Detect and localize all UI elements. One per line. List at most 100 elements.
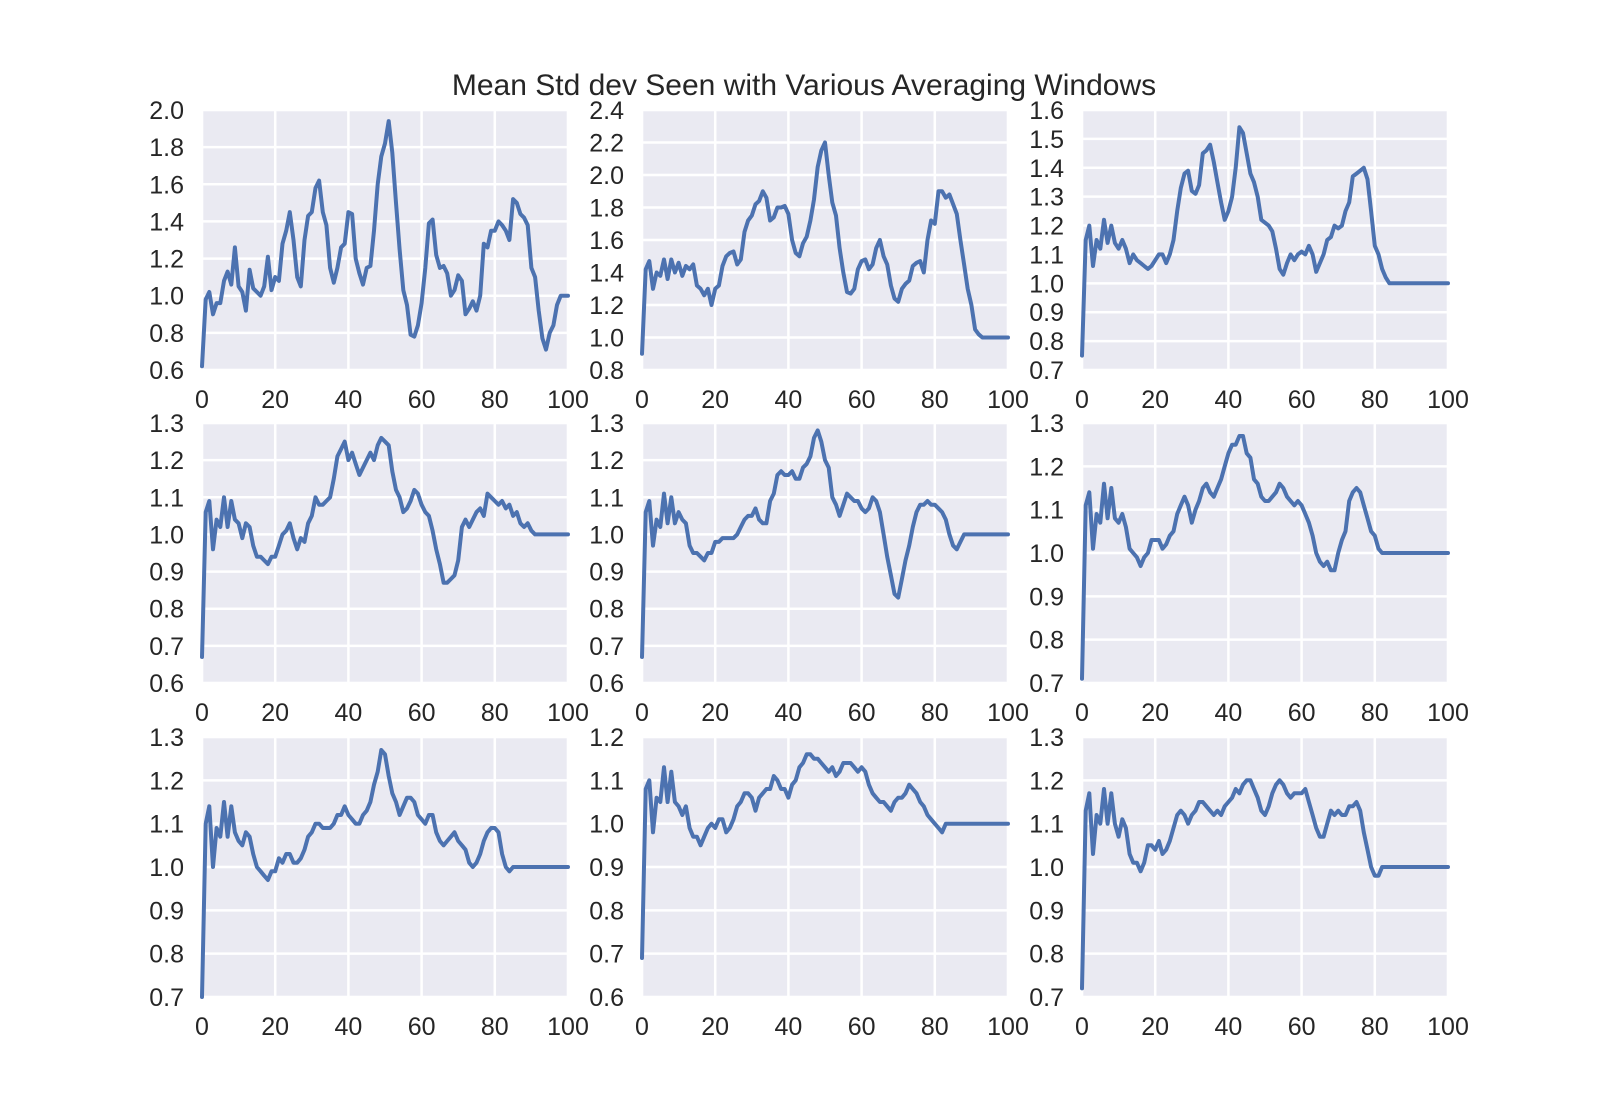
x-tick-label: 100: [987, 386, 1029, 414]
x-tick-label: 60: [1288, 699, 1316, 727]
subplot-4: 0.6 0.7 0.8 0.9 1.0 1.1 1.2 1.3 0 20 40 60 80 100: [149, 410, 589, 727]
y-tick-label: 2.4: [589, 97, 624, 125]
subplot-6: 0.7 0.8 0.9 1.0 1.1 1.2 1.3 0 20 40 60 80 100: [1029, 410, 1469, 727]
plot-area: [202, 110, 568, 370]
y-tick-label: 1.6: [149, 171, 184, 199]
y-tick-label: 1.6: [589, 227, 624, 255]
y-tick-label: 1.4: [1029, 155, 1064, 183]
x-tick-label: 0: [195, 386, 209, 414]
subplot-7: 0.7 0.8 0.9 1.0 1.1 1.2 1.3 0 20 40 60 80 100: [149, 724, 589, 1041]
series-line: [640, 428, 1010, 659]
x-tick-label: 80: [481, 386, 509, 414]
x-tick-label: 20: [701, 699, 729, 727]
subplot-1: 0.6 0.8 1.0 1.2 1.4 1.6 1.8 2.0 0 20 40 60 80 100: [149, 97, 589, 414]
y-tick-label: 0.9: [149, 559, 184, 587]
x-tick-label: 20: [701, 386, 729, 414]
series-line: [200, 748, 570, 999]
series-line: [200, 119, 570, 369]
x-tick-label: 20: [1141, 699, 1169, 727]
x-tick-label: 60: [408, 1013, 436, 1041]
series-line: [640, 752, 1010, 960]
x-tick-label: 40: [1214, 386, 1242, 414]
x-tick-label: 100: [547, 1013, 589, 1041]
y-tick-label: 2.2: [589, 130, 624, 158]
subplot-grid: 0.6 0.8 1.0 1.2 1.4 1.6 1.8 2.0 0 20 40 60 80 100 0.8 1…: [149, 97, 1469, 1041]
y-tick-label: 1.2: [1029, 213, 1064, 241]
y-tick-label: 0.8: [1029, 941, 1064, 969]
plot-area: [642, 423, 1008, 683]
x-tick-label: 80: [1361, 699, 1389, 727]
y-tick-label: 1.3: [149, 724, 184, 752]
y-tick-label: 1.2: [149, 767, 184, 795]
figure-title: Mean Std dev Seen with Various Averaging…: [452, 69, 1156, 102]
x-tick-label: 80: [921, 1013, 949, 1041]
y-tick-label: 1.8: [589, 195, 624, 223]
x-tick-label: 40: [774, 386, 802, 414]
y-tick-label: 1.4: [149, 208, 184, 236]
y-tick-label: 1.1: [149, 484, 184, 512]
x-tick-label: 80: [921, 699, 949, 727]
y-tick-label: 0.9: [589, 854, 624, 882]
x-tick-label: 20: [261, 1013, 289, 1041]
x-tick-label: 20: [261, 699, 289, 727]
y-tick-label: 2.0: [589, 162, 624, 190]
x-tick-label: 60: [848, 1013, 876, 1041]
x-tick-label: 60: [408, 386, 436, 414]
y-tick-label: 0.8: [1029, 627, 1064, 655]
y-tick-label: 1.5: [1029, 126, 1064, 154]
x-tick-label: 0: [195, 699, 209, 727]
y-tick-label: 1.0: [589, 521, 624, 549]
x-tick-label: 40: [334, 1013, 362, 1041]
y-tick-label: 1.0: [1029, 854, 1064, 882]
y-tick-label: 0.7: [1029, 357, 1064, 385]
plot-area: [1082, 110, 1448, 370]
y-tick-label: 0.7: [1029, 670, 1064, 698]
y-tick-label: 1.2: [149, 447, 184, 475]
subplot-2: 0.8 1.0 1.2 1.4 1.6 1.8 2.0 2.2 2.4 0 20 40 60 80 100: [589, 97, 1029, 414]
x-tick-label: 0: [635, 699, 649, 727]
y-tick-label: 0.7: [589, 941, 624, 969]
y-tick-label: 1.1: [1029, 811, 1064, 839]
x-tick-label: 20: [701, 1013, 729, 1041]
y-tick-label: 0.6: [149, 357, 184, 385]
x-tick-label: 0: [1075, 699, 1089, 727]
subplot-9: 0.7 0.8 0.9 1.0 1.1 1.2 1.3 0 20 40 60 80 100: [1029, 724, 1469, 1041]
y-tick-label: 1.2: [1029, 767, 1064, 795]
x-tick-label: 0: [635, 386, 649, 414]
subplot-3: 0.70.80.91.01.11.21.31.41.51.6 0 20 40 60 80 1…: [1029, 97, 1469, 414]
y-tick-label: 1.0: [149, 854, 184, 882]
x-tick-label: 100: [987, 1013, 1029, 1041]
y-tick-label: 1.2: [589, 447, 624, 475]
x-tick-label: 40: [774, 1013, 802, 1041]
y-tick-label: 1.6: [1029, 97, 1064, 125]
x-tick-label: 0: [195, 1013, 209, 1041]
x-tick-label: 100: [987, 699, 1029, 727]
y-tick-label: 0.8: [589, 596, 624, 624]
y-tick-label: 0.7: [589, 633, 624, 661]
subplot-5: 0.6 0.7 0.8 0.9 1.0 1.1 1.2 1.3 0 20 40 60 80 100: [589, 410, 1029, 727]
x-tick-label: 40: [774, 699, 802, 727]
y-tick-label: 1.0: [1029, 540, 1064, 568]
subplot-8: 0.6 0.7 0.8 0.9 1.0 1.1 1.2 0 20 40 60 80 100: [589, 724, 1029, 1041]
x-tick-label: 40: [1214, 1013, 1242, 1041]
y-tick-label: 0.8: [1029, 328, 1064, 356]
y-tick-label: 1.2: [149, 246, 184, 274]
y-tick-label: 1.0: [149, 521, 184, 549]
y-tick-label: 0.7: [1029, 984, 1064, 1012]
y-tick-label: 1.8: [149, 134, 184, 162]
x-tick-label: 80: [1361, 1013, 1389, 1041]
x-tick-label: 100: [1427, 699, 1469, 727]
y-tick-label: 0.9: [1029, 583, 1064, 611]
x-tick-label: 0: [1075, 386, 1089, 414]
series-line: [200, 435, 570, 659]
y-tick-label: 1.1: [1029, 497, 1064, 525]
x-tick-label: 60: [1288, 386, 1316, 414]
y-tick-label: 0.8: [149, 320, 184, 348]
x-tick-label: 20: [261, 386, 289, 414]
x-tick-label: 60: [1288, 1013, 1316, 1041]
y-tick-label: 1.2: [1029, 453, 1064, 481]
x-tick-label: 60: [848, 699, 876, 727]
y-tick-label: 1.2: [589, 724, 624, 752]
x-tick-label: 80: [481, 1013, 509, 1041]
